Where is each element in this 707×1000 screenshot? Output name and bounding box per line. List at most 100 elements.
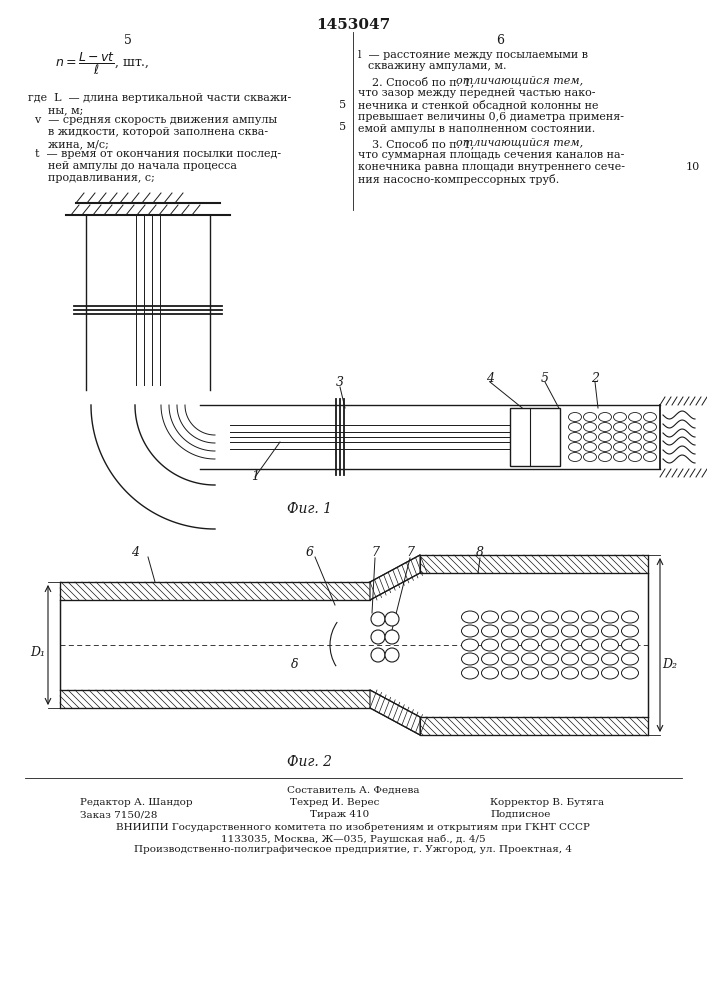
Ellipse shape xyxy=(583,432,597,442)
Text: 3. Способ по п. 1,: 3. Способ по п. 1, xyxy=(358,138,478,149)
Ellipse shape xyxy=(561,667,578,679)
Ellipse shape xyxy=(629,432,641,442)
Ellipse shape xyxy=(599,422,612,432)
Ellipse shape xyxy=(462,639,479,651)
Ellipse shape xyxy=(599,442,612,452)
Ellipse shape xyxy=(542,639,559,651)
Text: что суммарная площадь сечения каналов на-: что суммарная площадь сечения каналов на… xyxy=(358,150,624,160)
Ellipse shape xyxy=(643,412,657,422)
Ellipse shape xyxy=(568,422,581,432)
Ellipse shape xyxy=(481,611,498,623)
Ellipse shape xyxy=(621,653,638,665)
Text: Фиг. 2: Фиг. 2 xyxy=(288,755,332,769)
Text: жина, м/с;: жина, м/с; xyxy=(48,139,109,149)
Polygon shape xyxy=(370,690,420,735)
Ellipse shape xyxy=(629,412,641,422)
Bar xyxy=(510,408,560,466)
Text: Производственно-полиграфическое предприятие, г. Ужгород, ул. Проектная, 4: Производственно-полиграфическое предприя… xyxy=(134,845,572,854)
Ellipse shape xyxy=(621,667,638,679)
Bar xyxy=(420,717,648,735)
Text: 7: 7 xyxy=(371,546,379,558)
Text: ней ампулы до начала процесса: ней ампулы до начала процесса xyxy=(48,161,237,171)
Text: ны, м;: ны, м; xyxy=(48,105,83,115)
Ellipse shape xyxy=(568,432,581,442)
Ellipse shape xyxy=(621,611,638,623)
Ellipse shape xyxy=(643,422,657,432)
Ellipse shape xyxy=(581,611,599,623)
Ellipse shape xyxy=(385,648,399,662)
Ellipse shape xyxy=(614,442,626,452)
Text: Подписное: Подписное xyxy=(490,810,550,819)
Text: емой ампулы в наполненном состоянии.: емой ампулы в наполненном состоянии. xyxy=(358,124,595,134)
Polygon shape xyxy=(370,555,420,600)
Text: Техред И. Верес: Техред И. Верес xyxy=(290,798,380,807)
Text: 1133035, Москва, Ж—035, Раушская наб., д. 4/5: 1133035, Москва, Ж—035, Раушская наб., д… xyxy=(221,834,485,844)
Ellipse shape xyxy=(643,452,657,462)
Text: 8: 8 xyxy=(476,546,484,558)
Ellipse shape xyxy=(568,452,581,462)
Ellipse shape xyxy=(643,442,657,452)
Ellipse shape xyxy=(561,653,578,665)
Ellipse shape xyxy=(481,667,498,679)
Ellipse shape xyxy=(568,412,581,422)
Text: конечника равна площади внутреннего сече-: конечника равна площади внутреннего сече… xyxy=(358,162,625,172)
Ellipse shape xyxy=(371,648,385,662)
Text: превышает величины 0,6 диаметра применя-: превышает величины 0,6 диаметра применя- xyxy=(358,112,624,122)
Text: Фиг. 1: Фиг. 1 xyxy=(288,502,332,516)
Ellipse shape xyxy=(629,452,641,462)
Ellipse shape xyxy=(602,639,619,651)
Ellipse shape xyxy=(599,432,612,442)
Text: v  — средняя скорость движения ампулы: v — средняя скорость движения ампулы xyxy=(28,115,277,125)
Ellipse shape xyxy=(614,422,626,432)
Ellipse shape xyxy=(614,432,626,442)
Text: 5: 5 xyxy=(339,100,346,110)
Text: t  — время от окончания посылки послед-: t — время от окончания посылки послед- xyxy=(28,149,281,159)
Bar xyxy=(420,555,648,573)
Ellipse shape xyxy=(522,639,539,651)
Ellipse shape xyxy=(621,639,638,651)
Ellipse shape xyxy=(629,422,641,432)
Bar xyxy=(60,690,370,708)
Text: Заказ 7150/28: Заказ 7150/28 xyxy=(80,810,158,819)
Text: D₂: D₂ xyxy=(662,658,677,672)
Ellipse shape xyxy=(522,653,539,665)
Text: 1: 1 xyxy=(251,471,259,484)
Text: нечника и стенкой обсадной колонны не: нечника и стенкой обсадной колонны не xyxy=(358,100,599,111)
Ellipse shape xyxy=(501,625,518,637)
Ellipse shape xyxy=(522,625,539,637)
Text: 5: 5 xyxy=(541,371,549,384)
Text: $n = \dfrac{L - vt}{\ell}$, шт.,: $n = \dfrac{L - vt}{\ell}$, шт., xyxy=(55,50,149,77)
Ellipse shape xyxy=(583,442,597,452)
Ellipse shape xyxy=(599,412,612,422)
Text: отличающийся тем,: отличающийся тем, xyxy=(456,76,583,86)
Ellipse shape xyxy=(599,452,612,462)
Ellipse shape xyxy=(614,452,626,462)
Bar xyxy=(60,582,370,600)
Text: Редактор А. Шандор: Редактор А. Шандор xyxy=(80,798,192,807)
Ellipse shape xyxy=(501,653,518,665)
Text: в жидкости, которой заполнена сква-: в жидкости, которой заполнена сква- xyxy=(48,127,268,137)
Ellipse shape xyxy=(614,412,626,422)
Ellipse shape xyxy=(643,432,657,442)
Ellipse shape xyxy=(481,653,498,665)
Ellipse shape xyxy=(462,611,479,623)
Ellipse shape xyxy=(561,611,578,623)
Ellipse shape xyxy=(581,653,599,665)
Text: 5: 5 xyxy=(124,34,132,47)
Text: скважину ампулами, м.: скважину ампулами, м. xyxy=(368,61,506,71)
Text: где  L  — длина вертикальной части скважи-: где L — длина вертикальной части скважи- xyxy=(28,93,291,103)
Text: ния насосно-компрессорных труб.: ния насосно-компрессорных труб. xyxy=(358,174,559,185)
Ellipse shape xyxy=(501,667,518,679)
Ellipse shape xyxy=(462,667,479,679)
Ellipse shape xyxy=(629,442,641,452)
Ellipse shape xyxy=(542,611,559,623)
Text: ВНИИПИ Государственного комитета по изобретениям и открытиям при ГКНТ СССР: ВНИИПИ Государственного комитета по изоб… xyxy=(116,823,590,832)
Text: 2: 2 xyxy=(591,371,599,384)
Text: Составитель А. Феднева: Составитель А. Феднева xyxy=(287,786,419,795)
Text: l  — расстояние между посылаемыми в: l — расстояние между посылаемыми в xyxy=(358,50,588,60)
Ellipse shape xyxy=(583,412,597,422)
Ellipse shape xyxy=(481,639,498,651)
Text: δ: δ xyxy=(291,658,299,672)
Ellipse shape xyxy=(621,625,638,637)
Ellipse shape xyxy=(561,625,578,637)
